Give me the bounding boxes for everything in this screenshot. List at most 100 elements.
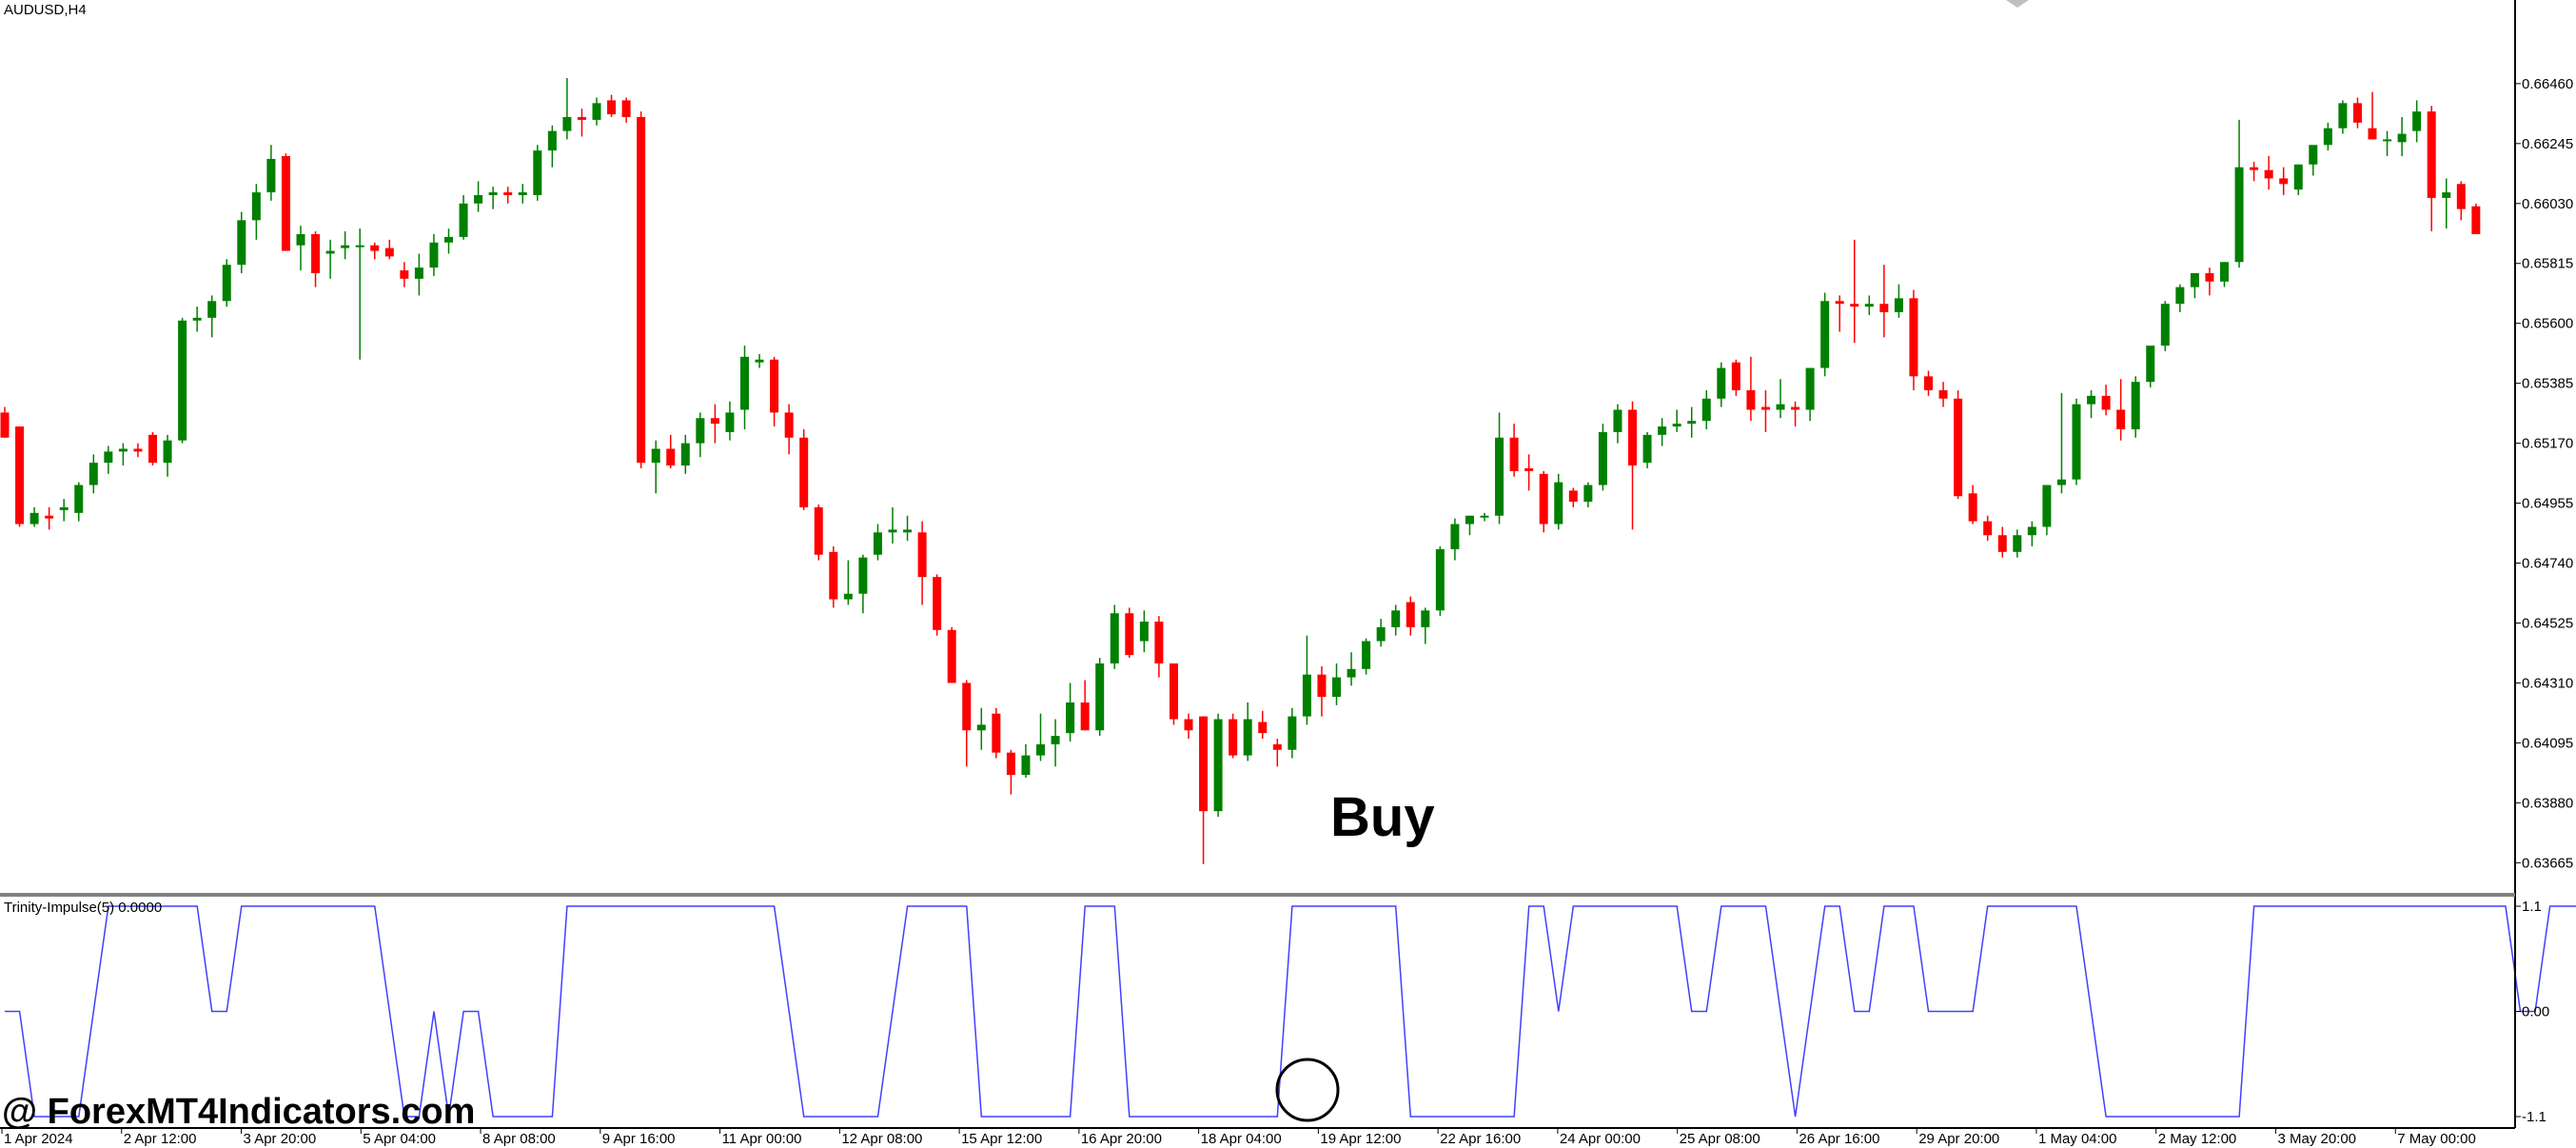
candle-body	[547, 130, 557, 151]
candle-body	[2072, 404, 2081, 480]
candle-body	[1302, 674, 1311, 717]
candle-body	[666, 448, 676, 466]
candle-body	[2338, 103, 2348, 129]
candle-body	[1820, 301, 1830, 368]
candle-body	[696, 418, 705, 444]
price-tick-label: 0.65600	[2522, 316, 2573, 332]
candle-body	[1791, 406, 1800, 410]
indicator-tick-label: -1.1	[2522, 1109, 2547, 1125]
candle-body	[1406, 602, 1415, 627]
price-tick-label: 0.66460	[2522, 76, 2573, 92]
price-tick-label: 0.65385	[2522, 376, 2573, 392]
candle-body	[1613, 409, 1622, 432]
chart-shift-marker[interactable]	[2006, 0, 2029, 8]
candle-body	[1376, 626, 1386, 642]
candle-body	[341, 245, 350, 248]
candle-body	[1894, 298, 1903, 312]
candle-body	[2427, 111, 2436, 198]
candle-body	[2087, 395, 2096, 405]
candle-body	[1095, 663, 1105, 731]
candle-body	[1465, 515, 1474, 525]
candle-body	[1332, 677, 1341, 698]
candle-body	[1036, 743, 1045, 756]
candle-body	[2368, 128, 2377, 140]
price-tick-label: 0.65170	[2522, 436, 2573, 452]
candle-body	[1272, 743, 1282, 750]
candle-body	[755, 359, 764, 363]
time-tick-label: 3 May 20:00	[2277, 1131, 2356, 1147]
candle-body	[2013, 535, 2022, 552]
candle-body	[2412, 111, 2422, 131]
time-tick-label: 22 Apr 16:00	[1440, 1131, 1521, 1147]
candle-body	[1213, 719, 1223, 812]
candle-body	[592, 103, 601, 120]
indicator-axis: 1.1 0.00 -1.1	[2515, 899, 2549, 1125]
price-tick-label: 0.64955	[2522, 496, 2573, 512]
time-tick-label: 1 May 04:00	[2038, 1131, 2117, 1147]
candle-body	[15, 426, 25, 525]
candle-body	[518, 192, 527, 195]
time-tick-label: 8 Apr 08:00	[482, 1131, 556, 1147]
candle-body	[1139, 622, 1149, 642]
candle-body	[1954, 398, 1963, 497]
time-tick-label: 7 May 00:00	[2397, 1131, 2476, 1147]
candle-body	[29, 512, 39, 525]
candle-body	[888, 529, 897, 533]
candle-body	[1746, 389, 1756, 410]
time-tick-label: 1 Apr 2024	[4, 1131, 73, 1147]
candle-body	[1184, 719, 1193, 731]
candle-body	[474, 194, 483, 204]
candle-body	[1997, 535, 2007, 552]
candle-body	[829, 551, 838, 600]
candle-body	[2383, 139, 2392, 142]
candle-body	[1243, 719, 1252, 756]
price-tick-label: 0.65815	[2522, 256, 2573, 272]
time-tick-label: 16 Apr 20:00	[1081, 1131, 1162, 1147]
candle-body	[429, 242, 439, 268]
symbol-label: AUDUSD,H4	[4, 2, 87, 18]
candle-body	[2442, 192, 2451, 198]
time-tick-label: 5 Apr 04:00	[363, 1131, 436, 1147]
time-tick-label: 18 Apr 04:00	[1201, 1131, 1282, 1147]
candle-body	[1199, 716, 1209, 812]
candle-body	[1110, 613, 1119, 663]
candle-body	[725, 412, 735, 432]
candle-body	[1628, 409, 1637, 466]
candle-body	[311, 233, 321, 273]
candle-body	[577, 116, 586, 120]
candle-body	[873, 532, 882, 555]
candle-body	[192, 317, 202, 321]
price-tick-label: 0.66245	[2522, 136, 2573, 152]
candle-body	[1731, 362, 1740, 390]
indicator-tick-label: 1.1	[2522, 899, 2542, 915]
candle-body	[2471, 206, 2481, 234]
candle-body	[1658, 426, 1667, 435]
candle-body	[2279, 178, 2289, 185]
candle-body	[1435, 548, 1445, 611]
candle-body	[370, 245, 380, 251]
indicator-line	[5, 905, 2576, 1118]
time-tick-label: 24 Apr 00:00	[1560, 1131, 1641, 1147]
candle-body	[1701, 398, 1711, 422]
candle-body	[1864, 304, 1874, 307]
candle-body	[1258, 722, 1268, 734]
time-tick-label: 25 Apr 08:00	[1680, 1131, 1760, 1147]
candle-body	[207, 301, 217, 318]
candle-body	[414, 267, 423, 279]
candle-body	[2264, 169, 2273, 179]
candle-body	[444, 236, 453, 243]
candle-body	[607, 100, 617, 115]
candle-body	[2456, 184, 2466, 209]
candle-body	[384, 247, 394, 257]
candle-body	[976, 724, 986, 731]
candle-body	[74, 485, 84, 513]
candle-body	[0, 412, 10, 438]
candle-body	[400, 270, 409, 279]
candle-body	[2397, 133, 2407, 143]
candle-body	[1495, 437, 1504, 516]
candle-body	[2042, 485, 2052, 527]
candle-body	[1347, 668, 1356, 678]
candle-body	[533, 150, 542, 195]
candle-body	[637, 116, 646, 464]
